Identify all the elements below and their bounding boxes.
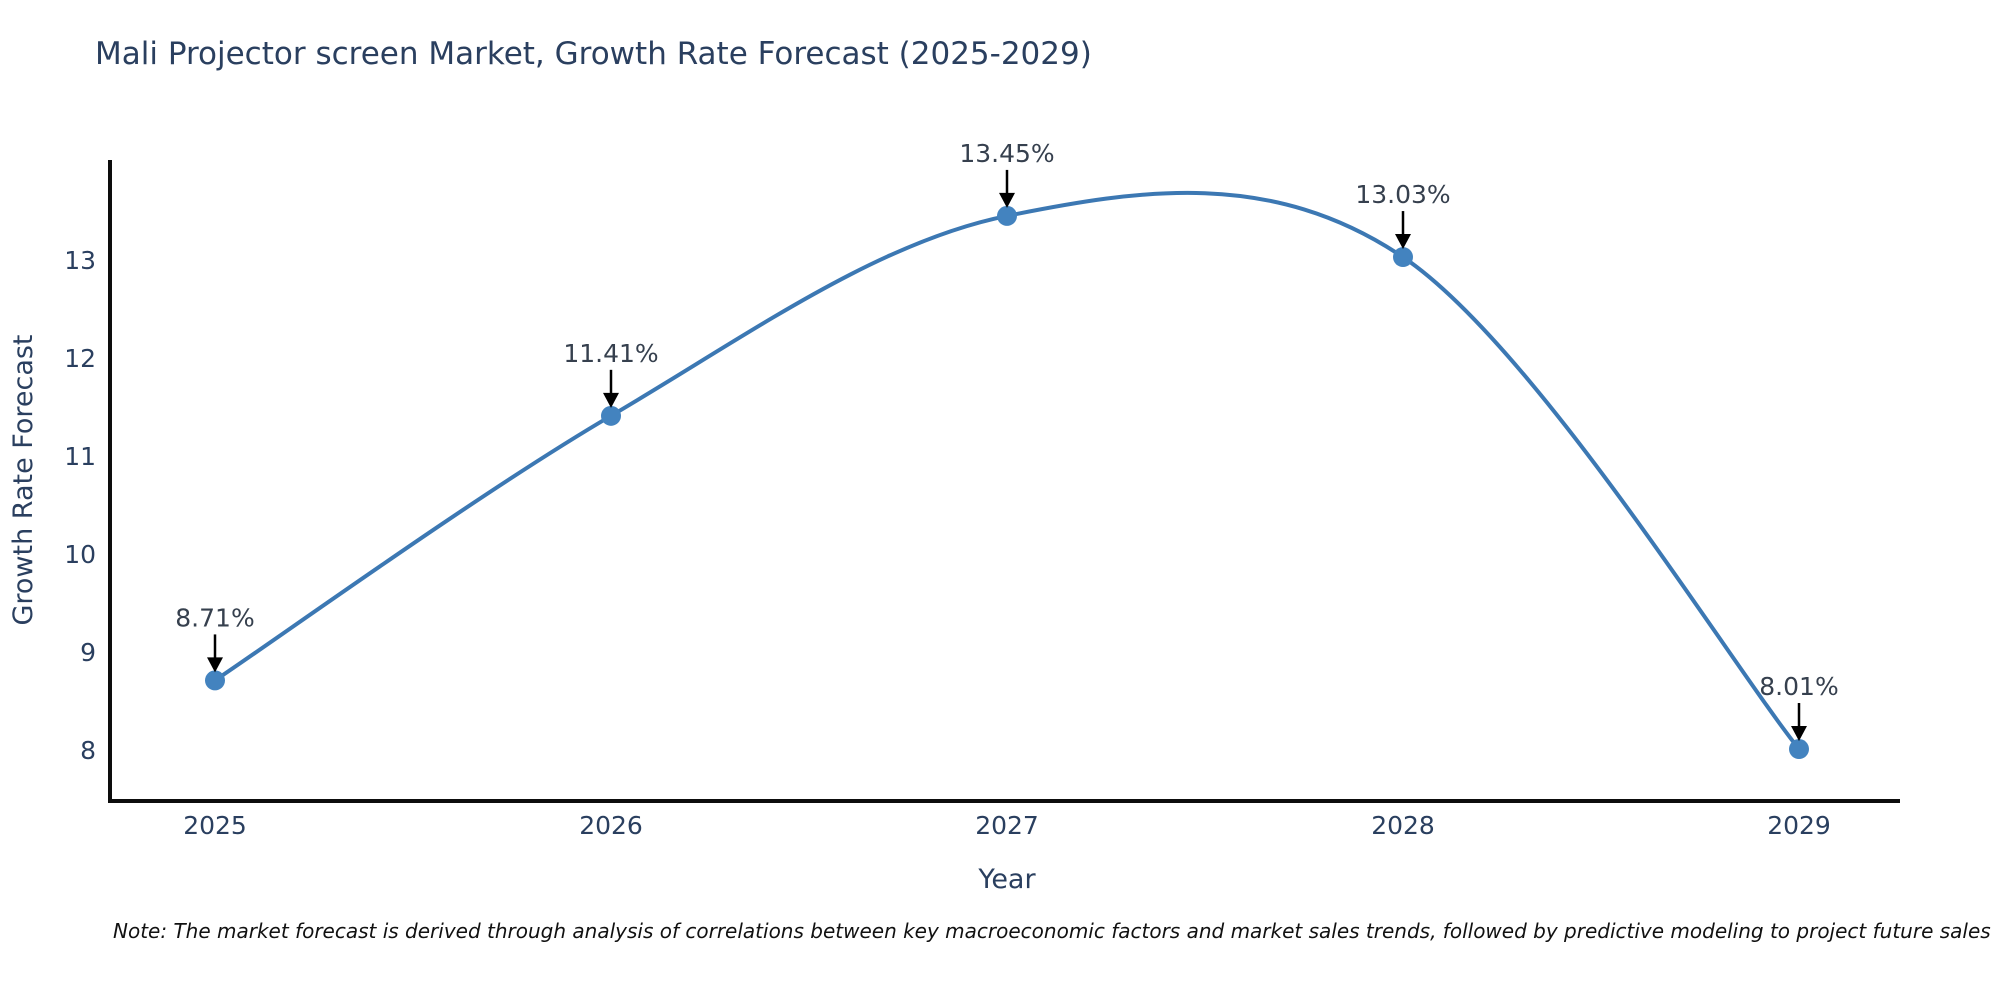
x-tick-label: 2026 [579,811,643,840]
series-plot-area [205,190,1809,760]
annotation-arrowhead [999,192,1015,208]
annotation-label: 13.03% [1355,180,1450,209]
annotation-arrowhead [603,392,619,408]
annotation-label: 8.01% [1759,672,1838,701]
data-point-marker [1789,739,1809,760]
x-tick-label: 2027 [975,811,1039,840]
chart-title: Mali Projector screen Market, Growth Rat… [95,36,1092,72]
annotation-arrowhead [1395,234,1411,250]
y-tick-label: 12 [64,344,96,373]
trend-line [213,190,1801,752]
data-point-marker [205,670,225,691]
annotation-label: 8.71% [175,603,254,632]
data-point-marker [1393,247,1413,268]
y-tick-label: 11 [64,442,96,471]
y-axis-ticks: 8 9 10 11 12 13 [64,246,96,765]
x-tick-label: 2025 [183,811,247,840]
data-point-marker [997,205,1017,226]
y-tick-label: 13 [64,246,96,275]
y-tick-label: 8 [80,736,96,765]
y-tick-label: 10 [64,540,96,569]
x-axis-ticks: 2025 2026 2027 2028 2029 [183,811,1831,840]
x-axis-title: Year [977,864,1036,895]
annotation-arrowhead [1791,726,1807,742]
annotation-label: 13.45% [959,139,1054,168]
x-tick-label: 2028 [1371,811,1435,840]
footnote: Note: The market forecast is derived thr… [113,919,1991,943]
x-tick-label: 2029 [1767,811,1831,840]
y-tick-label: 9 [80,638,96,667]
data-point-marker [601,405,621,426]
annotations: 8.71% 11.41% 13.45% 13.03% 8.01% [175,139,1839,742]
y-axis-title: Growth Rate Forecast [8,334,39,625]
annotation-label: 11.41% [563,339,658,368]
annotation-arrowhead [207,657,223,673]
